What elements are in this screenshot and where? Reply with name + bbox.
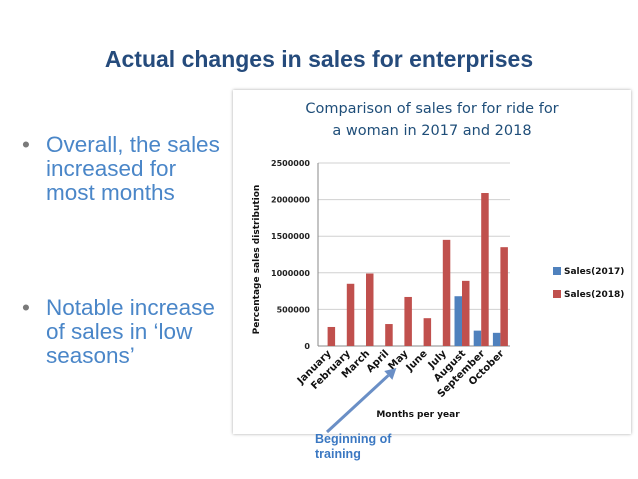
bar-2018-february bbox=[346, 283, 355, 346]
legend-label: Sales(2018) bbox=[564, 290, 624, 300]
y-tick-label: 500000 bbox=[277, 305, 311, 314]
annotation-line-2: training bbox=[315, 447, 361, 461]
sales-bar-chart: 05000001000000150000020000002500000Janua… bbox=[252, 159, 624, 420]
bullet-text: Overall, the sales increased for most mo… bbox=[46, 132, 220, 205]
legend-label: Sales(2017) bbox=[564, 267, 624, 277]
bar-2018-june bbox=[423, 318, 432, 346]
chart-title-line-2: a woman in 2017 and 2018 bbox=[332, 123, 532, 139]
bar-2017-august bbox=[454, 296, 462, 346]
chart-panel: Comparison of sales for for ride for a w… bbox=[233, 90, 631, 434]
x-tick-label: June bbox=[404, 348, 430, 374]
bullet-marker: • bbox=[22, 295, 30, 320]
annotation-line-1: Beginning of bbox=[315, 432, 392, 446]
bullet-point: • Notable increase of sales in ‘low seas… bbox=[22, 296, 222, 368]
bar-2018-july bbox=[442, 239, 451, 346]
bullet-text: Notable increase of sales in ‘low season… bbox=[46, 295, 215, 368]
training-annotation: Beginning of training bbox=[315, 432, 391, 462]
bar-2018-september bbox=[481, 193, 489, 346]
x-axis-label: Months per year bbox=[376, 410, 460, 420]
y-tick-label: 0 bbox=[304, 342, 310, 351]
x-tick-label: April bbox=[365, 348, 392, 375]
bar-2018-january bbox=[327, 326, 336, 346]
chart-title: Comparison of sales for for ride for a w… bbox=[233, 98, 631, 142]
legend-swatch bbox=[553, 290, 561, 298]
bar-2018-may bbox=[404, 296, 412, 346]
chart-title-line-1: Comparison of sales for for ride for bbox=[305, 101, 559, 117]
bar-2018-march bbox=[366, 273, 374, 346]
bar-2018-april bbox=[385, 324, 393, 346]
y-tick-label: 1500000 bbox=[271, 232, 310, 241]
bullet-marker: • bbox=[22, 132, 30, 157]
bullet-point: • Overall, the sales increased for most … bbox=[22, 133, 222, 205]
bar-2017-october bbox=[492, 332, 501, 346]
legend-swatch bbox=[553, 267, 561, 275]
y-axis-label: Percentage sales distribution bbox=[252, 185, 262, 335]
y-tick-label: 2000000 bbox=[271, 196, 310, 205]
bar-2017-september bbox=[473, 330, 482, 346]
y-tick-label: 2500000 bbox=[271, 159, 310, 168]
bar-2018-august bbox=[462, 280, 470, 346]
slide-title: Actual changes in sales for enterprises bbox=[104, 46, 534, 72]
y-tick-label: 1000000 bbox=[271, 269, 310, 278]
bar-2018-october bbox=[500, 247, 508, 346]
